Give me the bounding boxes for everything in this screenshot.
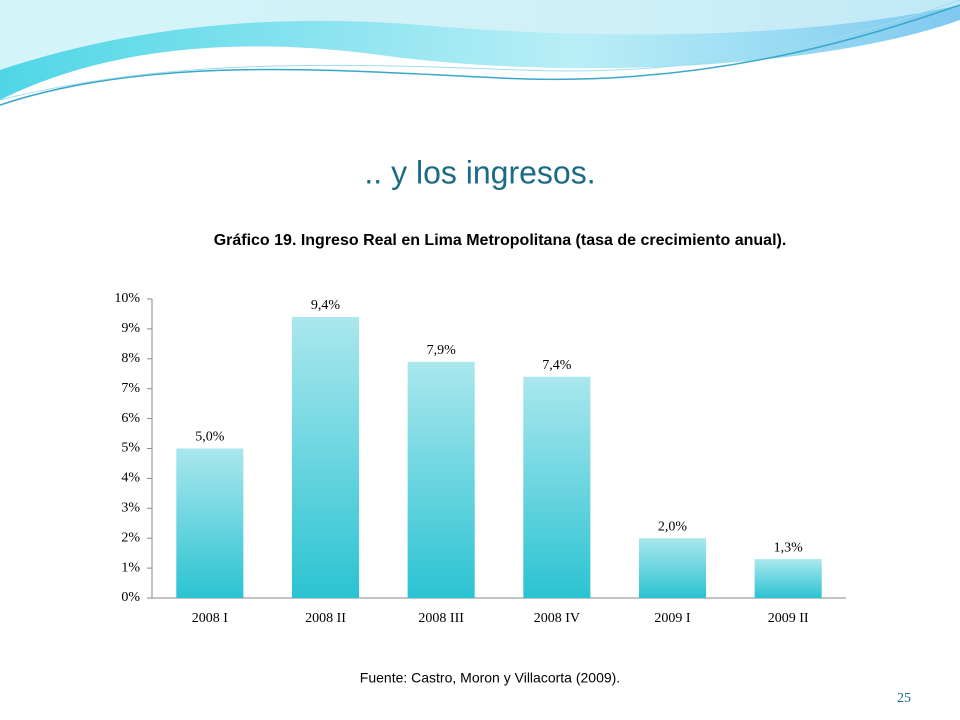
- data-label: 5,0%: [195, 430, 225, 445]
- y-tick-label: 7%: [121, 381, 140, 396]
- header-decoration: [0, 0, 960, 106]
- x-tick-label: 2008 I: [192, 611, 229, 626]
- y-tick-label: 4%: [121, 471, 140, 486]
- slide-title: .. y los ingresos.: [364, 154, 595, 190]
- y-tick-label: 3%: [121, 501, 140, 516]
- page-number: 25: [897, 691, 911, 706]
- bar: [291, 316, 360, 598]
- y-tick-label: 0%: [121, 590, 140, 605]
- y-tick-label: 2%: [121, 530, 140, 545]
- y-tick-label: 6%: [121, 411, 140, 426]
- x-tick-label: 2008 II: [305, 611, 346, 626]
- y-tick-label: 8%: [121, 351, 140, 366]
- y-tick-label: 10%: [114, 291, 140, 306]
- bar: [176, 448, 244, 598]
- x-tick-label: 2008 III: [418, 611, 464, 626]
- x-tick-label: 2008 IV: [534, 611, 580, 626]
- bar: [754, 559, 822, 598]
- x-tick-label: 2009 I: [654, 611, 691, 626]
- y-tick-label: 9%: [121, 321, 140, 336]
- chart-title: Gráfico 19. Ingreso Real en Lima Metropo…: [214, 232, 787, 249]
- bar: [407, 361, 475, 598]
- source-note: Fuente: Castro, Moron y Villacorta (2009…: [360, 670, 620, 686]
- data-label: 1,3%: [774, 540, 804, 555]
- bar: [638, 538, 707, 598]
- bar: [523, 376, 591, 598]
- x-tick-label: 2009 II: [768, 611, 809, 626]
- data-label: 9,4%: [311, 298, 341, 313]
- y-tick-label: 5%: [121, 441, 140, 456]
- data-label: 2,0%: [658, 519, 688, 534]
- data-label: 7,4%: [542, 358, 572, 373]
- y-tick-label: 1%: [121, 560, 140, 575]
- data-label: 7,9%: [427, 343, 457, 358]
